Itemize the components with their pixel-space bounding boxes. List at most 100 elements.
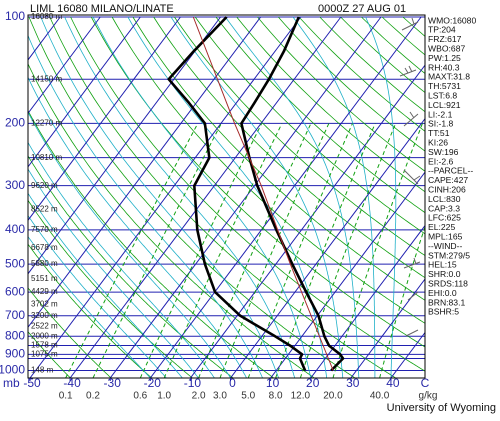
height-label: 2000 m	[31, 331, 58, 340]
x-tick-label: -10	[184, 376, 202, 390]
moist-adiabat	[28, 214, 167, 378]
index-line: LCL:921	[428, 100, 461, 110]
mixing-ratio-line	[247, 123, 353, 378]
index-line: LST:6.8	[428, 90, 457, 100]
mixing-ratio-label: 5.0	[241, 391, 255, 402]
mixing-ratio-label: 8.0	[269, 391, 283, 402]
height-label: 10810 m	[31, 153, 62, 162]
height-label: 148 m	[31, 366, 54, 375]
dry-adiabat	[153, 16, 425, 279]
index-line: HEL:15	[428, 260, 457, 270]
mixing-ratio-label: 2.0	[192, 391, 206, 402]
moist-adiabat	[28, 192, 183, 378]
index-line: WBO:687	[428, 43, 465, 53]
x-tick-label: 30	[346, 376, 360, 390]
x-axis-label: C	[421, 376, 430, 390]
dry-adiabat	[28, 243, 152, 378]
index-line: MAXT:31.8	[428, 72, 470, 82]
height-label: 9620 m	[31, 181, 58, 190]
moist-adiabat	[127, 16, 328, 378]
wind-barb	[407, 291, 419, 301]
y-tick-label: 100	[5, 9, 25, 23]
dry-adiabat	[111, 16, 425, 324]
isotherm	[109, 16, 382, 378]
height-label: 3200 m	[31, 311, 58, 320]
index-line: CAPE:427	[428, 175, 468, 185]
time-label: 0000Z 27 AUG 01	[318, 3, 406, 15]
dry-adiabat	[28, 16, 356, 378]
index-line: EL:225	[428, 222, 455, 232]
wind-barb	[403, 111, 419, 127]
index-line: LI:-2.1	[428, 109, 453, 119]
y-axis-label: mb	[3, 376, 20, 390]
index-line: CINH:206	[428, 184, 466, 194]
mixing-ratio-line	[92, 123, 222, 378]
wind-barbs	[399, 17, 421, 337]
dry-adiabat	[90, 16, 425, 348]
index-line: SRDS:118	[428, 278, 468, 288]
plot-frame	[27, 14, 426, 379]
isotherm	[350, 278, 425, 378]
y-tick-label: 700	[5, 308, 25, 322]
isotherm	[310, 224, 425, 378]
moist-adiabat	[28, 141, 215, 378]
mixing-ratio-label: 0.1	[59, 391, 73, 402]
mixing-ratio-unit: g/kg	[419, 391, 438, 402]
index-line: LFC:625	[428, 213, 461, 223]
isotherm	[69, 16, 342, 378]
x-tick-label: 20	[306, 376, 320, 390]
isotherm	[28, 16, 181, 222]
mixing-ratio-label: 40.0	[370, 391, 390, 402]
wind-barb	[401, 17, 419, 31]
moist-adiabat	[28, 235, 151, 378]
wind-barb	[405, 329, 419, 337]
moist-adiabat	[64, 16, 296, 378]
x-tick-label: -50	[23, 376, 41, 390]
isotherm	[190, 64, 425, 378]
data-layer	[167, 16, 345, 372]
dry-adiabat	[174, 16, 425, 257]
index-line: BRN:83.1	[428, 297, 465, 307]
mixing-ratio-line	[139, 123, 263, 378]
y-tick-label: 800	[5, 328, 25, 342]
y-tick-label: 600	[5, 284, 25, 298]
label-layer: -50 -40 -30 -20 -10 0 10 20 30 40 100 200 300 400 500 6…	[0, 9, 476, 401]
height-label: 2522 m	[31, 321, 58, 330]
height-label: 6678 m	[31, 243, 58, 252]
index-line: BSHR:5	[428, 307, 459, 317]
moist-adiabat	[40, 16, 279, 378]
profile-line	[167, 16, 307, 372]
height-label: 14150 m	[31, 74, 62, 83]
dry-adiabat	[28, 331, 71, 378]
dry-adiabat	[194, 16, 425, 235]
y-tick-label: 300	[5, 178, 25, 192]
dry-adiabat	[28, 199, 193, 378]
isotherm	[28, 16, 262, 329]
index-line: SI:-1.8	[428, 119, 454, 129]
dry-adiabat	[236, 16, 425, 193]
footer: University of Wyoming	[387, 402, 496, 414]
height-label: 5880 m	[31, 259, 58, 268]
index-line: KI:26	[428, 137, 448, 147]
x-tick-label: -30	[104, 376, 122, 390]
moist-adiabat	[28, 168, 199, 378]
height-label: 8522 m	[31, 204, 58, 213]
mixing-ratio-label: 3.0	[213, 391, 227, 402]
dry-adiabat	[49, 16, 396, 378]
index-line: TP:204	[428, 25, 456, 35]
mixing-ratio-line	[163, 123, 283, 378]
index-line: STM:279/5	[428, 250, 470, 260]
dry-adiabat	[28, 109, 274, 378]
station-title: LIML 16080 MILANO/LINATE	[30, 3, 174, 15]
mixing-ratio-line	[219, 123, 330, 378]
mixing-ratio-line	[198, 123, 312, 378]
index-line: MPL:165	[428, 231, 463, 241]
index-line: TH:5731	[428, 81, 461, 91]
index-line: --WIND--	[428, 241, 462, 251]
moist-adiabat	[28, 111, 231, 378]
index-line: PW:1.25	[428, 53, 461, 63]
y-tick-label: 400	[5, 222, 25, 236]
dry-adiabat	[28, 155, 234, 378]
